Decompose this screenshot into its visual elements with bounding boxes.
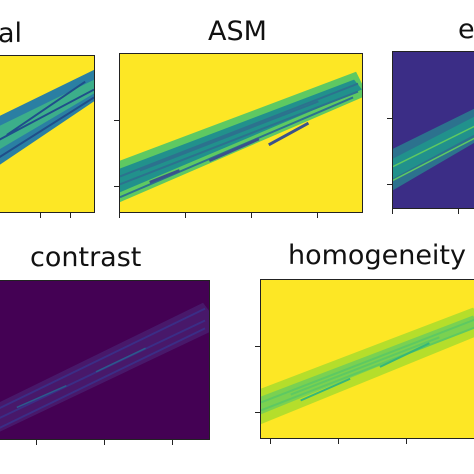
tick (172, 440, 173, 445)
tick (406, 439, 407, 444)
leaf-image-energy (393, 52, 474, 208)
tick (338, 439, 339, 444)
image-panel-energy (392, 51, 474, 209)
tick (270, 439, 271, 444)
tick (387, 184, 392, 185)
leaf-image-contrast (0, 281, 209, 439)
image-panel-original (0, 55, 95, 213)
tick (185, 213, 186, 218)
tick (458, 209, 459, 214)
leaf-image-original (0, 56, 94, 212)
tick (40, 213, 41, 218)
panel-title-asm: ASM (208, 16, 267, 47)
panel-title-energy: e (458, 14, 474, 45)
tick (104, 440, 105, 445)
image-panel-contrast (0, 280, 210, 440)
panel-title-original: al (0, 18, 23, 49)
leaf-image-asm (120, 54, 362, 212)
tick (387, 118, 392, 119)
tick (70, 213, 71, 218)
leaf-image-homogeneity (261, 280, 474, 438)
tick (317, 213, 318, 218)
panel-title-homogeneity: homogeneity (288, 240, 466, 271)
tick (255, 412, 260, 413)
image-panel-asm (119, 53, 363, 213)
image-panel-homogeneity (260, 279, 474, 439)
tick (114, 186, 119, 187)
tick (392, 209, 393, 214)
tick (251, 213, 252, 218)
panel-title-contrast: contrast (30, 242, 142, 273)
tick (114, 120, 119, 121)
tick (119, 213, 120, 218)
tick (255, 346, 260, 347)
tick (36, 440, 37, 445)
